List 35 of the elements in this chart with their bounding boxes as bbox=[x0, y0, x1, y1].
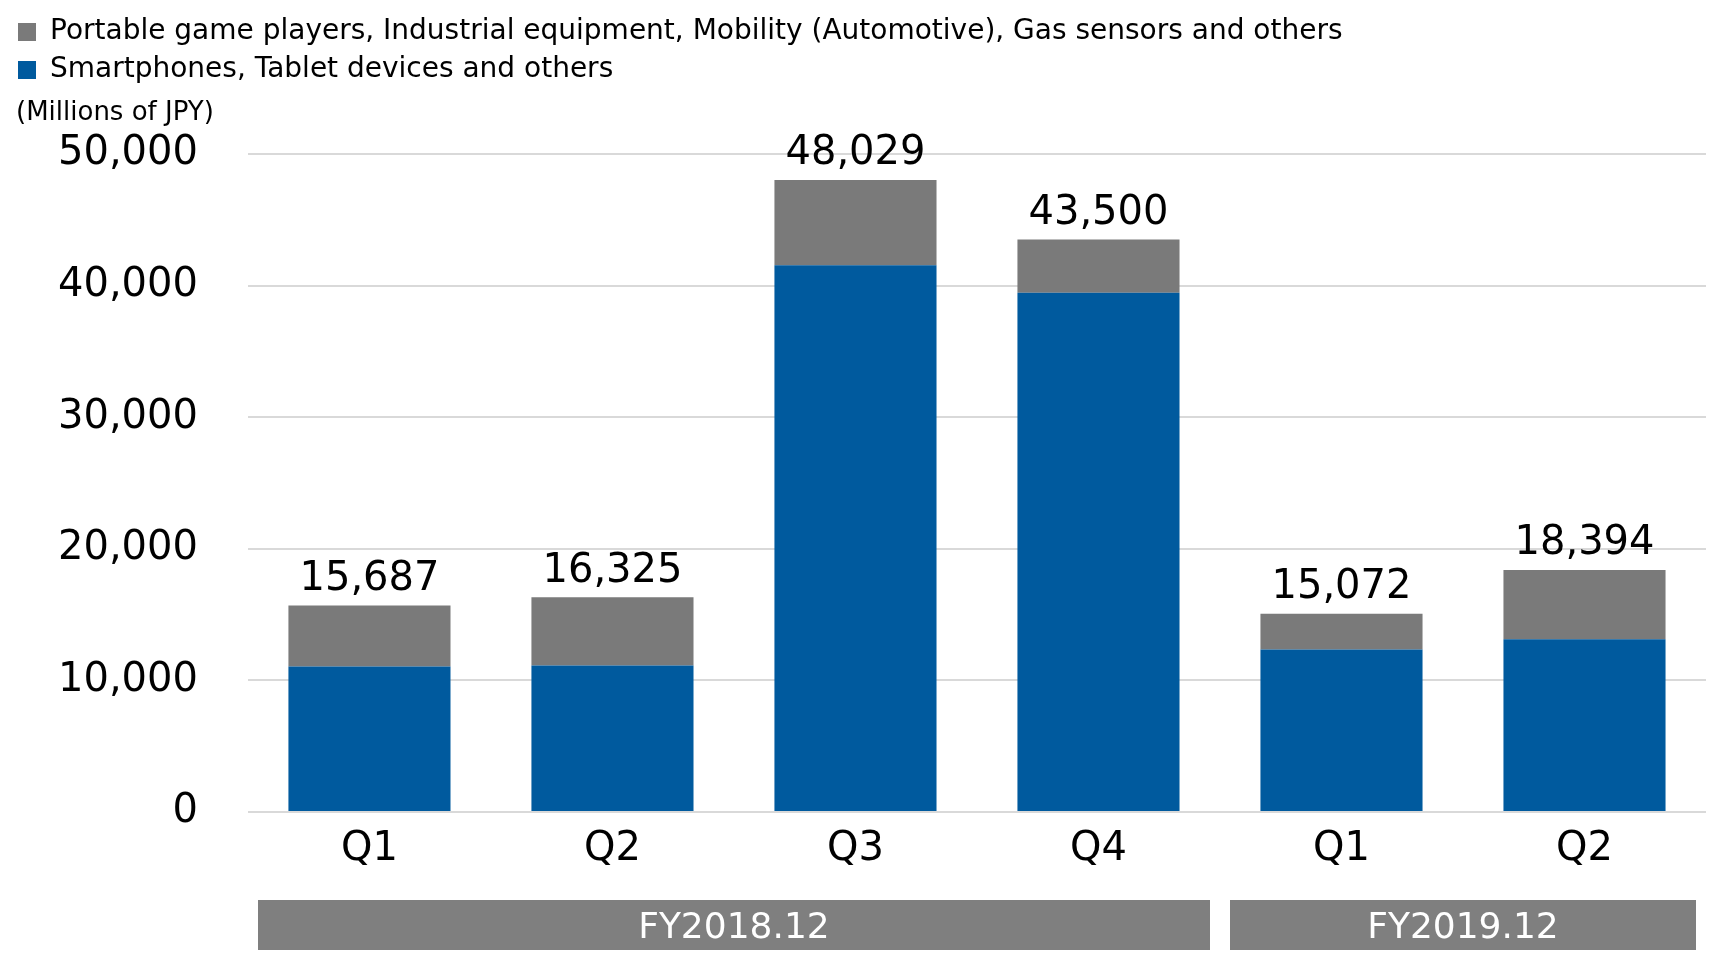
bar bbox=[774, 179, 937, 266]
total-label: 15,072 bbox=[1271, 561, 1412, 608]
y-tick-label: 0 bbox=[172, 785, 198, 832]
bar bbox=[1503, 639, 1666, 811]
bar bbox=[1260, 613, 1423, 650]
y-tick-label: 30,000 bbox=[57, 390, 198, 437]
bar bbox=[531, 597, 694, 666]
legend-label: Portable game players, Industrial equipment, Mobility (Automotive), Gas sensors and others bbox=[50, 13, 1343, 47]
total-label: 43,500 bbox=[1028, 186, 1169, 233]
bar bbox=[1017, 239, 1180, 293]
x-tick-label: Q4 bbox=[1070, 823, 1127, 870]
x-tick-label: Q3 bbox=[827, 823, 884, 870]
group-label-box: FY2018.12 bbox=[257, 900, 1210, 950]
y-tick-label: 20,000 bbox=[57, 522, 198, 569]
group-label-box: FY2019.12 bbox=[1230, 900, 1696, 950]
bar bbox=[1503, 569, 1666, 640]
total-label: 18,394 bbox=[1514, 517, 1655, 564]
total-label: 48,029 bbox=[785, 127, 926, 174]
x-tick-label: Q2 bbox=[584, 823, 641, 870]
bar bbox=[774, 265, 937, 811]
bar bbox=[288, 666, 451, 811]
bar bbox=[531, 665, 694, 811]
x-tick-label: Q2 bbox=[1556, 823, 1613, 870]
total-label: 16,325 bbox=[542, 544, 683, 591]
x-tick-label: Q1 bbox=[341, 823, 398, 870]
y-tick-label: 10,000 bbox=[57, 653, 198, 700]
y-tick-label: 50,000 bbox=[57, 127, 198, 174]
total-label: 15,687 bbox=[299, 552, 440, 599]
y-tick-label: 40,000 bbox=[57, 258, 198, 305]
bar bbox=[1260, 649, 1423, 811]
y-axis-title: (Millions of JPY) bbox=[16, 95, 214, 126]
legend-label: Smartphones, Tablet devices and others bbox=[50, 51, 614, 85]
bar bbox=[288, 605, 451, 667]
bar bbox=[1017, 292, 1180, 811]
x-tick-label: Q1 bbox=[1313, 823, 1370, 870]
